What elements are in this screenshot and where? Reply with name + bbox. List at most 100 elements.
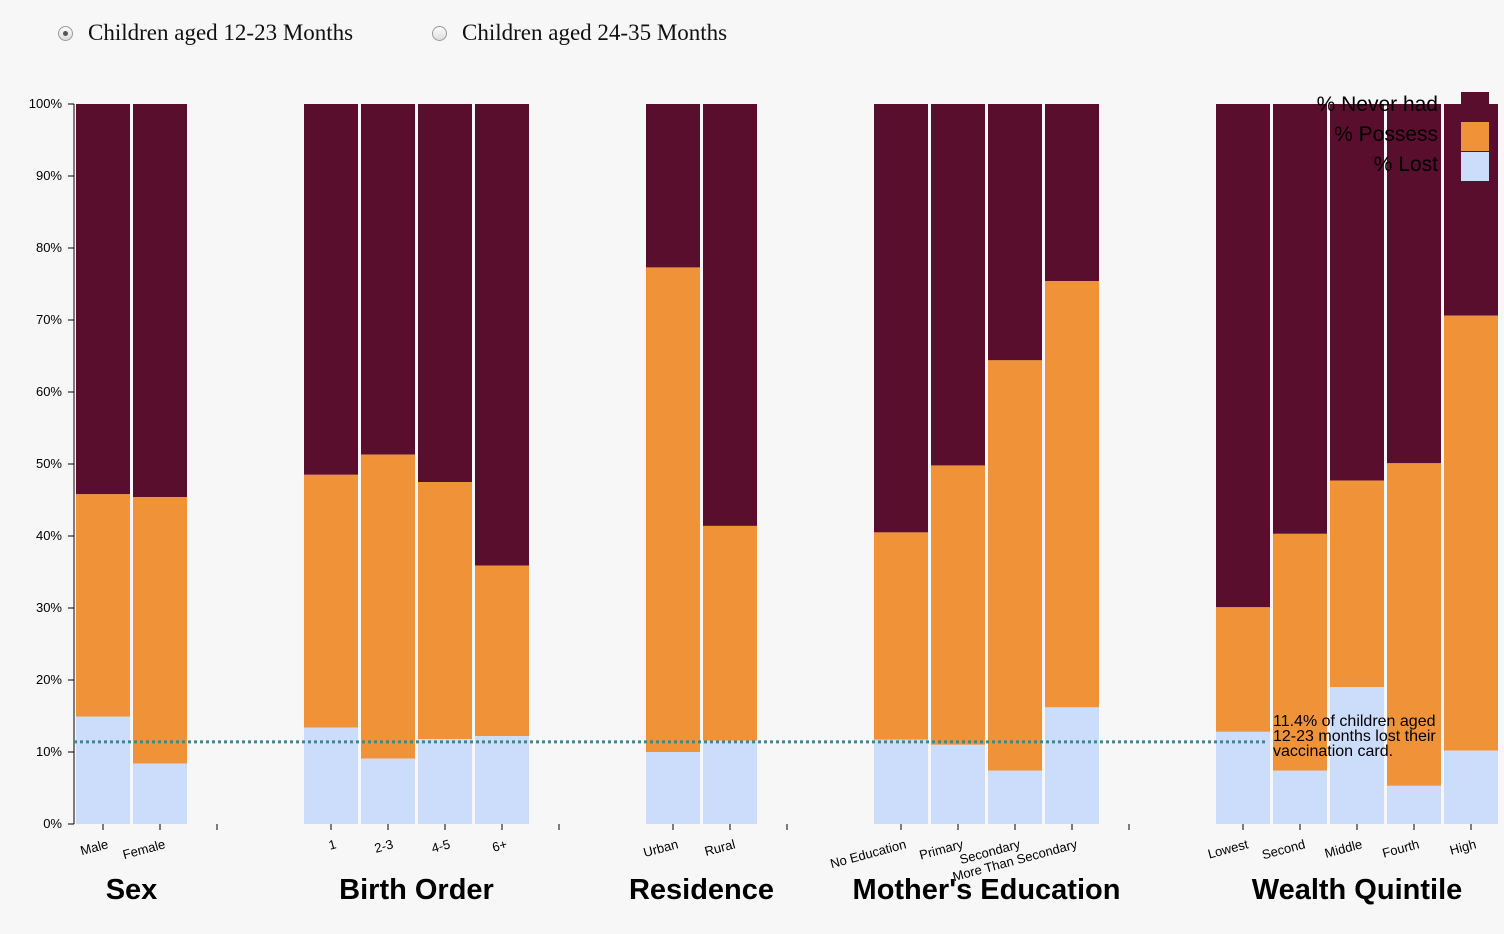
bar-lost: [874, 739, 928, 824]
bars: [76, 104, 1498, 824]
bar-never-had: [418, 104, 472, 482]
reference-annotation: 11.4% of children aged: [1273, 713, 1435, 730]
bar-possess: [874, 532, 928, 740]
y-tick-label: 80%: [36, 240, 62, 255]
bar-possess: [646, 267, 700, 752]
x-tick-label: High: [1448, 836, 1478, 857]
group-title: Residence: [629, 874, 774, 906]
bar-lost: [1444, 750, 1498, 824]
bar-lost: [1387, 785, 1441, 824]
bar-never-had: [646, 104, 700, 268]
y-tick-label: 50%: [36, 456, 62, 471]
bar-lost: [1330, 687, 1384, 824]
bar-possess: [76, 494, 130, 717]
bar-possess: [1216, 607, 1270, 732]
bar-lost: [646, 752, 700, 824]
bar-never-had: [361, 104, 415, 455]
bar-possess: [988, 360, 1042, 771]
legend: % Never had % Possess % Lost: [1317, 92, 1489, 181]
bar-lost: [76, 716, 130, 824]
group-titles: Sex Birth Order Residence Mother's Educatio…: [106, 874, 1463, 906]
bar-possess: [931, 465, 985, 745]
y-tick-label: 30%: [36, 600, 62, 615]
bar-lost: [418, 739, 472, 824]
bar-possess: [1273, 533, 1327, 771]
bar-possess: [1045, 281, 1099, 708]
radio-option-24-35[interactable]: Children aged 24-35 Months: [432, 20, 727, 46]
bar-possess: [418, 482, 472, 740]
bar-lost: [475, 736, 529, 824]
x-tick-label: Primary: [918, 836, 966, 862]
group-title: Wealth Quintile: [1252, 874, 1463, 906]
age-group-selector: Children aged 12-23 Months Children aged…: [0, 0, 1504, 70]
bar-possess: [304, 474, 358, 728]
bar-never-had: [304, 104, 358, 475]
y-tick-label: 90%: [36, 168, 62, 183]
group-title: Sex: [106, 874, 158, 906]
bar-never-had: [133, 104, 187, 498]
x-tick-label: 2-3: [373, 836, 395, 855]
legend-label: % Possess: [1334, 123, 1438, 146]
legend-swatch: [1461, 152, 1489, 181]
bar-never-had: [1216, 104, 1270, 608]
radio-button-24-35-icon[interactable]: [432, 25, 447, 41]
bar-lost: [931, 744, 985, 824]
bar-lost: [361, 758, 415, 824]
x-tick-label: Fourth: [1381, 836, 1421, 860]
y-tick-label: 100%: [29, 96, 63, 111]
x-tick-label: Second: [1260, 836, 1306, 862]
bar-possess: [133, 497, 187, 764]
bar-possess: [475, 565, 529, 737]
bar-possess: [1444, 315, 1498, 751]
x-tick-label: Rural: [703, 836, 737, 859]
legend-swatch: [1461, 122, 1489, 151]
radio-option-12-23[interactable]: Children aged 12-23 Months: [58, 20, 353, 46]
bar-lost: [1216, 731, 1270, 824]
y-tick-label: 0%: [43, 816, 62, 831]
x-tick-label: 4-5: [430, 836, 452, 855]
bar-lost: [703, 740, 757, 824]
bar-possess: [1330, 480, 1384, 688]
reference-annotation: 12-23 months lost their: [1273, 728, 1436, 745]
bar-never-had: [1045, 104, 1099, 282]
radio-label-24-35: Children aged 24-35 Months: [462, 20, 728, 45]
x-tick-label: Middle: [1323, 836, 1364, 860]
bar-never-had: [1273, 104, 1327, 534]
y-tick-label: 60%: [36, 384, 62, 399]
legend-swatch: [1461, 92, 1489, 121]
x-tick-label: 1: [327, 836, 338, 852]
bar-lost: [988, 770, 1042, 824]
legend-label: % Lost: [1374, 153, 1438, 176]
bar-never-had: [703, 104, 757, 526]
bar-never-had: [988, 104, 1042, 361]
bar-lost: [304, 727, 358, 824]
group-title: Birth Order: [339, 874, 494, 906]
y-axis: 0% 10% 20% 30% 40% 50% 60% 70% 80% 90% 100%: [29, 96, 75, 831]
radio-button-12-23-icon[interactable]: [58, 25, 73, 41]
bar-possess: [361, 454, 415, 759]
legend-label: % Never had: [1317, 93, 1438, 116]
bar-possess: [703, 525, 757, 741]
y-tick-label: 70%: [36, 312, 62, 327]
y-tick-label: 10%: [36, 744, 62, 759]
group-title: Mother's Education: [853, 874, 1121, 906]
x-tick-label: 6+: [491, 836, 509, 854]
bar-lost: [1273, 770, 1327, 824]
x-tick-label: Male: [79, 836, 110, 858]
bar-never-had: [475, 104, 529, 566]
bar-never-had: [76, 104, 130, 495]
radio-label-12-23: Children aged 12-23 Months: [88, 20, 354, 45]
x-tick-label: Female: [121, 836, 167, 862]
bar-lost: [1045, 707, 1099, 824]
x-tick-label: Lowest: [1206, 836, 1250, 861]
bar-never-had: [1330, 104, 1384, 481]
bar-never-had: [1387, 104, 1441, 464]
y-tick-label: 20%: [36, 672, 62, 687]
x-tick-label: No Education: [828, 836, 907, 871]
bar-lost: [133, 763, 187, 824]
bar-never-had: [874, 104, 928, 533]
x-tick-label: Urban: [642, 836, 680, 860]
bar-never-had: [931, 104, 985, 466]
